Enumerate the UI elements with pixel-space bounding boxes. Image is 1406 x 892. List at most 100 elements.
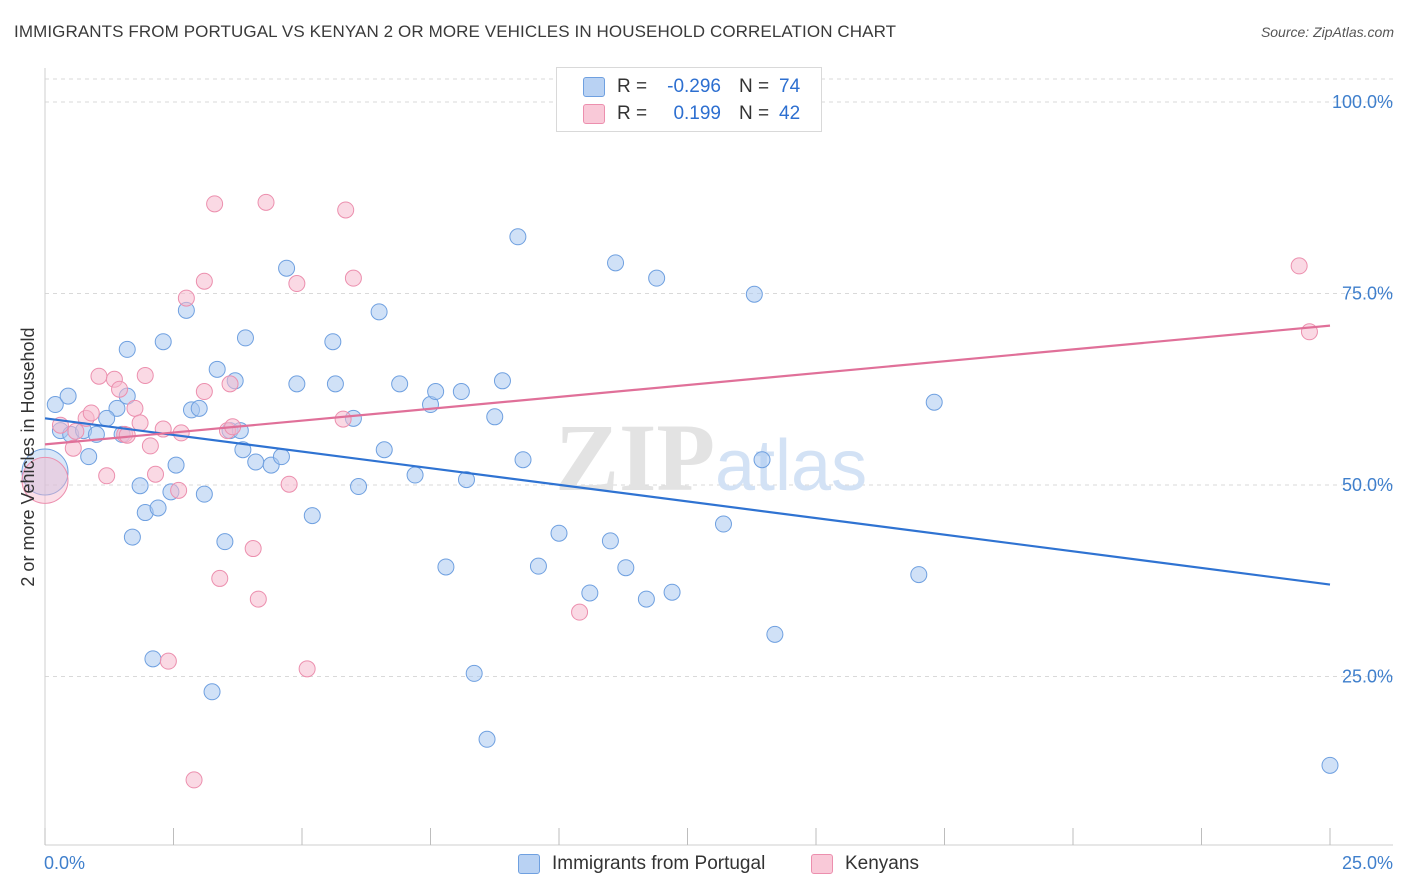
legend-n-value: 42	[779, 103, 801, 124]
watermark: ZIP atlas	[555, 404, 867, 511]
portugal-point	[190, 399, 208, 417]
watermark-zip: ZIP	[555, 404, 715, 511]
y-tick-label: 75.0%	[1342, 283, 1393, 303]
chart-title: IMMIGRANTS FROM PORTUGAL VS KENYAN 2 OR …	[14, 22, 897, 41]
kenyan-point	[337, 201, 355, 219]
portugal-point	[427, 383, 445, 401]
kenyan-point	[221, 375, 239, 393]
portugal-point	[1321, 756, 1339, 774]
portugal-point	[509, 228, 527, 246]
kenyan-point	[244, 540, 262, 558]
portugal-point	[714, 515, 732, 533]
kenyan-point	[195, 383, 213, 401]
legend-row-portugal: R = -0.296 N = 74	[583, 75, 800, 99]
legend-swatch-kenyans	[583, 104, 605, 124]
portugal-point	[452, 383, 470, 401]
portugal-point	[457, 471, 475, 489]
kenyan-point	[298, 660, 316, 678]
x-tick-label: 25.0%	[1342, 853, 1393, 873]
kenyan-point	[159, 652, 177, 670]
portugal-point	[493, 372, 511, 390]
portugal-point	[303, 507, 321, 525]
portugal-point	[278, 259, 296, 277]
portugal-point	[234, 441, 252, 459]
portugal-point	[370, 303, 388, 321]
legend-r-label: R =	[617, 76, 648, 97]
kenyan-point	[67, 422, 85, 440]
kenyan-point	[571, 603, 589, 621]
portugal-point	[514, 451, 532, 469]
kenyan-point	[136, 366, 154, 384]
correlation-legend: R = -0.296 N = 74 R = 0.199 N = 42	[556, 67, 822, 132]
x-tick-label: 0.0%	[44, 853, 85, 873]
portugal-point	[216, 533, 234, 551]
portugal-point	[601, 532, 619, 550]
portugal-point	[581, 584, 599, 602]
y-tick-label: 25.0%	[1342, 666, 1393, 686]
portugal-point	[437, 558, 455, 576]
portugal-point	[350, 478, 368, 496]
kenyan-point	[141, 437, 159, 455]
bottom-legend-portugal: Immigrants from Portugal	[518, 853, 765, 875]
portugal-point	[766, 625, 784, 643]
grid-layer	[45, 78, 1393, 677]
portugal-point	[288, 375, 306, 393]
portugal-trend-line	[44, 417, 1331, 586]
portugal-point	[663, 583, 681, 601]
axes-layer	[44, 68, 1393, 846]
labels-layer: 25.0% 50.0% 75.0% 100.0% 0.0% 25.0% 2 or more …	[18, 92, 1393, 873]
portugal-point	[131, 477, 149, 495]
portugal-point	[98, 409, 116, 427]
legend-r-value: -0.296	[667, 76, 721, 97]
kenyan-point	[64, 439, 82, 457]
kenyan-point	[249, 590, 267, 608]
portugal-point	[326, 375, 344, 393]
y-tick-label: 100.0%	[1332, 92, 1393, 112]
portugal-point	[324, 333, 342, 351]
portugal-point	[391, 375, 409, 393]
kenyan-point	[98, 467, 116, 485]
kenyan-point	[126, 399, 144, 417]
bottom-legend-label-kenyans: Kenyans	[845, 853, 919, 874]
portugal-point	[208, 360, 226, 378]
kenyan-point	[21, 456, 69, 504]
portugal-point	[154, 333, 172, 351]
kenyan-point	[1290, 257, 1308, 275]
kenyan-point	[147, 465, 165, 483]
portugal-point	[144, 650, 162, 668]
portugal-point	[149, 499, 167, 517]
bottom-legend-kenyans: Kenyans	[811, 853, 919, 875]
kenyan-point	[257, 193, 275, 211]
bottom-legend-swatch-kenyans	[811, 854, 833, 874]
portugal-point	[910, 566, 928, 584]
legend-swatch-portugal	[583, 77, 605, 97]
portugal-point	[465, 664, 483, 682]
portugal-point	[46, 396, 64, 414]
points-layer	[21, 193, 1339, 789]
bottom-legend-swatch-portugal	[518, 854, 540, 874]
legend-n-label: N =	[739, 76, 770, 97]
kenyan-point	[211, 569, 229, 587]
kenyan-point	[90, 367, 108, 385]
portugal-point	[406, 466, 424, 484]
kenyan-point	[170, 481, 188, 499]
portugal-point	[108, 399, 126, 417]
portugal-point	[59, 387, 77, 405]
portugal-point	[375, 441, 393, 459]
kenyan-point	[288, 275, 306, 293]
kenyan-point	[131, 414, 149, 432]
portugal-point	[236, 329, 254, 347]
kenyan-point	[82, 404, 100, 422]
portugal-point	[617, 559, 635, 577]
legend-row-kenyans: R = 0.199 N = 42	[583, 102, 800, 126]
chart-source: Source: ZipAtlas.com	[1260, 24, 1394, 40]
portugal-point	[648, 269, 666, 287]
kenyan-point	[280, 475, 298, 493]
trend-layer	[44, 324, 1331, 586]
portugal-point	[529, 557, 547, 575]
portugal-point	[478, 730, 496, 748]
portugal-point	[247, 453, 265, 471]
portugal-point	[607, 254, 625, 272]
kenyan-point	[206, 195, 224, 213]
bottom-legend-label-portugal: Immigrants from Portugal	[552, 853, 766, 874]
